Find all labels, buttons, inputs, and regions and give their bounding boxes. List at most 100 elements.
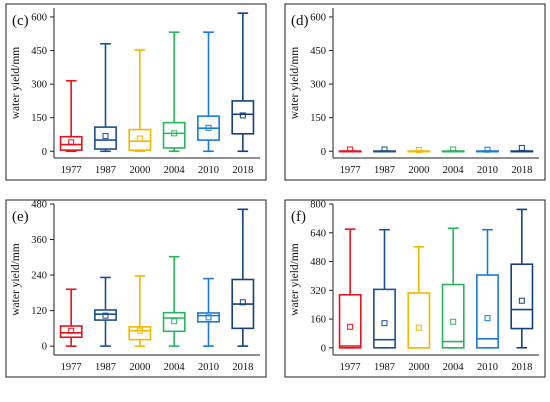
box-1987: 1987	[94, 276, 117, 373]
y-tick-label: 320	[310, 286, 326, 297]
chart-panel-1: (d) 0 150 300 450 600 water yield/mm 1977 1987 20…	[284, 3, 546, 181]
mean-marker	[102, 133, 109, 140]
box-2010: 2010	[476, 228, 499, 373]
mean-marker	[205, 314, 212, 321]
y-tick-label: 640	[310, 228, 326, 239]
panel-label: (f)	[291, 209, 306, 225]
box-2018: 2018	[510, 144, 534, 176]
panel-label: (e)	[12, 209, 29, 225]
mean-marker	[518, 297, 525, 304]
mean-marker	[68, 327, 75, 334]
mean-marker	[450, 318, 457, 325]
y-tick-label: 150	[31, 113, 47, 124]
y-tick-label: 800	[310, 200, 326, 211]
mean-marker	[136, 135, 143, 142]
mean-marker	[136, 327, 143, 334]
mean-marker	[102, 312, 109, 319]
box-1977: 1977	[338, 146, 362, 176]
box-2004: 2004	[162, 255, 186, 373]
iqr-box	[510, 263, 534, 330]
mean-marker	[171, 130, 178, 137]
y-tick-label: 160	[310, 315, 326, 326]
iqr-box	[338, 293, 362, 349]
y-tick-label: 300	[31, 80, 47, 91]
x-tick-label: 2004	[164, 165, 186, 176]
y-tick-label: 0	[321, 343, 326, 354]
mean-marker	[68, 139, 75, 146]
iqr-box	[407, 292, 431, 349]
x-tick-label: 2018	[511, 362, 532, 373]
x-tick-label: 2004	[443, 165, 465, 176]
y-tick-label: 600	[310, 12, 326, 23]
box-2000: 2000	[128, 275, 152, 373]
x-tick-label: 2018	[232, 165, 253, 176]
x-tick-label: 2010	[477, 362, 498, 373]
box-1987: 1987	[373, 146, 396, 176]
box-2018: 2018	[510, 208, 534, 373]
mean-marker	[415, 146, 422, 153]
y-tick-label: 450	[310, 46, 326, 57]
box-1977: 1977	[59, 288, 83, 373]
panel-frame	[5, 3, 267, 181]
mean-marker	[171, 318, 178, 325]
box-1987: 1987	[94, 43, 117, 176]
y-axis-title: water yield/mm	[289, 47, 301, 120]
x-tick-label: 2000	[408, 362, 429, 373]
box-2004: 2004	[162, 31, 186, 176]
y-tick-label: 480	[31, 200, 47, 211]
y-axis-title: water yield/mm	[10, 243, 22, 316]
y-tick-label: 480	[310, 257, 326, 268]
mean-marker	[239, 112, 246, 119]
box-2000: 2000	[407, 146, 431, 176]
x-tick-label: 1987	[374, 165, 395, 176]
x-tick-label: 2004	[164, 362, 186, 373]
box-2018: 2018	[231, 12, 255, 176]
x-tick-label: 1977	[340, 362, 361, 373]
box-1977: 1977	[338, 228, 362, 373]
x-tick-label: 2000	[129, 362, 150, 373]
iqr-box	[128, 128, 152, 151]
iqr-box	[162, 121, 186, 149]
box-2018: 2018	[231, 208, 255, 373]
y-tick-label: 600	[31, 12, 47, 23]
y-tick-label: 450	[31, 46, 47, 57]
mean-marker	[239, 299, 246, 306]
y-tick-label: 240	[31, 271, 47, 282]
x-tick-label: 2018	[511, 165, 532, 176]
x-tick-label: 1977	[340, 165, 361, 176]
x-tick-label: 2010	[198, 362, 219, 373]
chart-panel-0: (c) 0 150 300 450 600 water yield/mm 1977 1987 20…	[5, 3, 267, 181]
y-tick-label: 0	[42, 342, 47, 353]
mean-marker	[381, 146, 388, 153]
y-tick-label: 300	[310, 80, 326, 91]
panel-label: (c)	[12, 13, 29, 29]
iqr-box	[94, 309, 117, 321]
mean-marker	[484, 315, 491, 322]
x-tick-label: 2000	[408, 165, 429, 176]
x-tick-label: 1987	[95, 362, 116, 373]
chart-panel-2: (e) 0 120 240 360 480 water yield/mm 1977 1987 20…	[5, 199, 267, 378]
x-tick-label: 1987	[374, 362, 395, 373]
y-tick-label: 0	[321, 147, 326, 158]
box-2000: 2000	[407, 245, 431, 373]
mean-marker	[450, 146, 457, 153]
mean-marker	[347, 323, 354, 330]
y-axis-title: water yield/mm	[289, 243, 301, 316]
y-tick-label: 120	[31, 306, 47, 317]
mean-marker	[205, 124, 212, 131]
panel-label: (d)	[291, 13, 309, 29]
x-tick-label: 2004	[443, 362, 465, 373]
box-2004: 2004	[441, 146, 465, 176]
chart-panel-3: (f) 0 160 320 480 640 800 water yield/mm 1977 198…	[284, 199, 546, 378]
iqr-box	[441, 283, 465, 349]
y-tick-label: 150	[310, 113, 326, 124]
mean-marker	[381, 320, 388, 327]
box-2000: 2000	[128, 49, 152, 176]
iqr-box	[197, 312, 220, 323]
iqr-box	[476, 274, 499, 349]
y-tick-label: 360	[31, 235, 47, 246]
panel-frame	[284, 3, 546, 181]
x-tick-label: 2010	[477, 165, 498, 176]
y-tick-label: 0	[42, 147, 47, 158]
x-tick-label: 2010	[198, 165, 219, 176]
